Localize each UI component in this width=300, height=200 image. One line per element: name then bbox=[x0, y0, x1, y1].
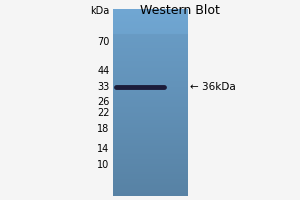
Text: 10: 10 bbox=[97, 160, 110, 170]
Text: Western Blot: Western Blot bbox=[140, 4, 220, 17]
Text: 14: 14 bbox=[97, 144, 110, 154]
Text: 18: 18 bbox=[97, 124, 110, 134]
Text: 26: 26 bbox=[97, 97, 110, 107]
Text: kDa: kDa bbox=[90, 6, 110, 16]
Text: 70: 70 bbox=[97, 37, 110, 47]
Text: 33: 33 bbox=[97, 82, 110, 92]
Text: 44: 44 bbox=[97, 66, 110, 76]
Text: ← 36kDa: ← 36kDa bbox=[190, 82, 236, 92]
Text: 22: 22 bbox=[97, 108, 110, 118]
